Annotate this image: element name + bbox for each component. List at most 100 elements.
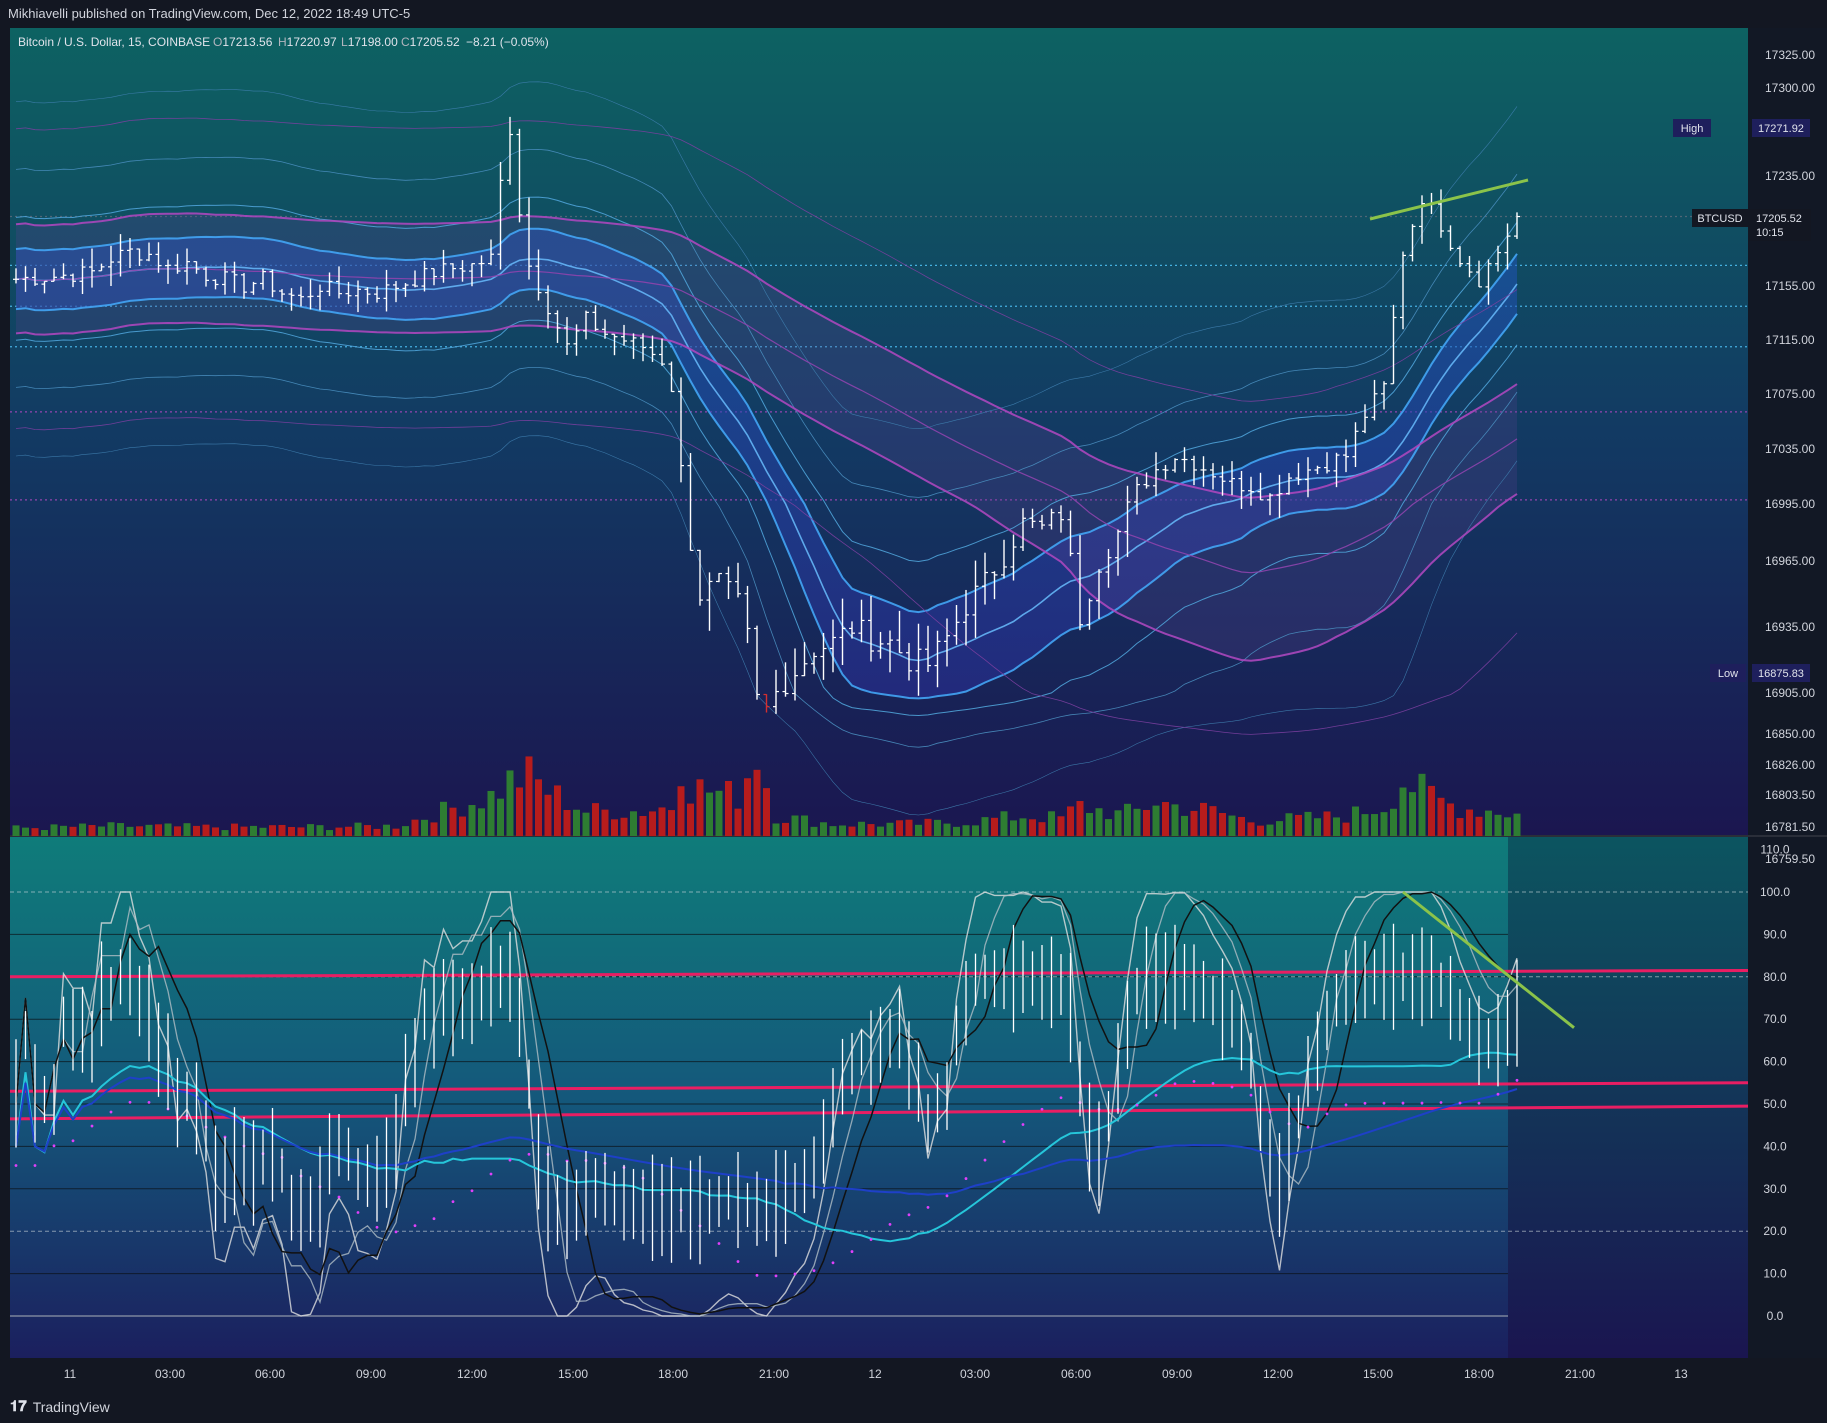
osc-dot (1420, 1101, 1424, 1105)
price-axis[interactable]: 17325.00 17300.00 17235.00 17155.00 17115.00… (1765, 48, 1815, 866)
volume-bar (867, 824, 875, 836)
volume-bar (915, 824, 922, 836)
band-line (15, 148, 1518, 498)
oscillator-levels (9, 891, 1749, 1317)
volume-bar (1314, 818, 1321, 836)
volume-bar (801, 815, 808, 836)
osc-pane-bg (10, 836, 1508, 1358)
chart-canvas[interactable]: Bitcoin / U.S. Dollar, 15, COINBASE O172… (0, 0, 1827, 1390)
volume-bar (307, 824, 314, 836)
volume-bar (1105, 819, 1112, 836)
volume-bar (345, 826, 352, 836)
high-badge-value: 17271.92 (1758, 123, 1804, 135)
osc-dot (508, 1158, 512, 1162)
close-value: 17205.52 (410, 35, 460, 49)
time-tick-label: 06:00 (255, 1367, 285, 1381)
price-tick-label: 16995.00 (1765, 497, 1815, 511)
brand[interactable]: 𝟏𝟕 TradingView (10, 1398, 110, 1415)
osc-fast-line (15, 891, 1518, 1317)
volume-bar (326, 830, 333, 836)
volume-bar (810, 826, 818, 836)
volume-bar (772, 823, 780, 836)
volume-bar (1323, 811, 1331, 836)
volume-bar (829, 826, 837, 836)
time-tick-label: 11 (64, 1367, 77, 1381)
osc-dot (52, 1144, 56, 1148)
osc-tick-label: 0.0 (1767, 1309, 1784, 1323)
band-line (15, 81, 1518, 430)
osc-dot (1268, 1110, 1272, 1114)
time-tick-label: 13 (1674, 1367, 1688, 1381)
volume-bar (1352, 806, 1359, 836)
osc-dot (1135, 1103, 1139, 1107)
osc-dot (1496, 1092, 1500, 1096)
time-tick-label: 09:00 (356, 1367, 386, 1381)
change-value: −8.21 (−0.05%) (466, 35, 549, 49)
oscillator-trendlines[interactable] (1402, 890, 1575, 1029)
volume-bar (1304, 811, 1312, 836)
osc-tick-label: 10.0 (1763, 1267, 1787, 1281)
oscillator-axis[interactable]: 110.0 100.0 90.0 80.0 70.0 60.0 50.0 40.0 30.0 20… (1760, 843, 1790, 1323)
osc-dot (945, 1194, 949, 1198)
volume-bar (240, 826, 248, 836)
volume-bar (1238, 816, 1245, 836)
volume-bar (924, 818, 932, 836)
volume-bar (402, 826, 409, 836)
osc-dot (413, 1224, 417, 1228)
osc-dot (1230, 1085, 1234, 1089)
volume-bar (763, 788, 770, 836)
osc-dot (451, 1200, 455, 1204)
price-green-trendline (1369, 178, 1529, 221)
osc-dot (1477, 1101, 1481, 1105)
osc-dot (109, 1110, 113, 1114)
volume-bar (1494, 814, 1502, 836)
time-tick-label: 21:00 (759, 1367, 789, 1381)
last-badge-symbol: BTCUSD (1697, 213, 1742, 225)
osc-dot (1401, 1101, 1405, 1105)
volume-bar (506, 770, 514, 836)
time-tick-label: 03:00 (960, 1367, 990, 1381)
osc-tick-label: 40.0 (1763, 1139, 1787, 1153)
volume-bar (658, 807, 666, 836)
volume-bar (1152, 805, 1160, 836)
osc-mid-line (15, 891, 1518, 1317)
volume-bar (592, 803, 599, 836)
volume-bar (1095, 808, 1103, 836)
volume-bar (487, 790, 495, 836)
volume-bar (288, 826, 295, 836)
band-line (15, 367, 1518, 748)
time-tick-label: 12 (868, 1367, 882, 1381)
volume-bar (1219, 813, 1226, 836)
osc-green-trendline (1402, 890, 1575, 1029)
volume-bar (943, 823, 951, 836)
price-tick-label: 16905.00 (1765, 686, 1815, 700)
open-label: O (213, 35, 222, 49)
time-axis[interactable]: 11 03:00 06:00 09:00 12:00 15:00 18:00 21:00 12 0… (64, 1367, 1688, 1381)
osc-tick-label: 30.0 (1763, 1182, 1787, 1196)
volume-bar (297, 827, 305, 836)
symbol-legend[interactable]: Bitcoin / U.S. Dollar, 15, COINBASE O172… (18, 35, 549, 49)
volume-bar (1456, 818, 1464, 836)
volume-bar (250, 825, 257, 836)
osc-dot (1515, 1078, 1519, 1082)
svg-text:C17205.52: C17205.52 (401, 35, 460, 49)
footer: 𝟏𝟕 TradingView (0, 1390, 1827, 1423)
osc-dot (33, 1164, 37, 1167)
volume-bar (1447, 803, 1454, 836)
volume-bar (953, 826, 960, 836)
volume-bar (459, 816, 466, 836)
volume-bar (421, 819, 428, 836)
volume-bar (1162, 802, 1169, 836)
volume-bar (715, 790, 723, 836)
price-trendline[interactable] (1369, 178, 1529, 221)
price-axis-bg (1748, 28, 1827, 1358)
price-tick-label: 17155.00 (1765, 279, 1815, 293)
osc-slow-line (15, 891, 1518, 1315)
volume-bar (839, 825, 846, 836)
osc-dot (527, 1152, 531, 1156)
osc-dot (1192, 1079, 1196, 1083)
band-fill (16, 228, 1517, 699)
low-badge: Low 16875.83 (1710, 664, 1810, 682)
osc-tick-label: 20.0 (1763, 1224, 1787, 1238)
volume-bar (981, 817, 989, 836)
